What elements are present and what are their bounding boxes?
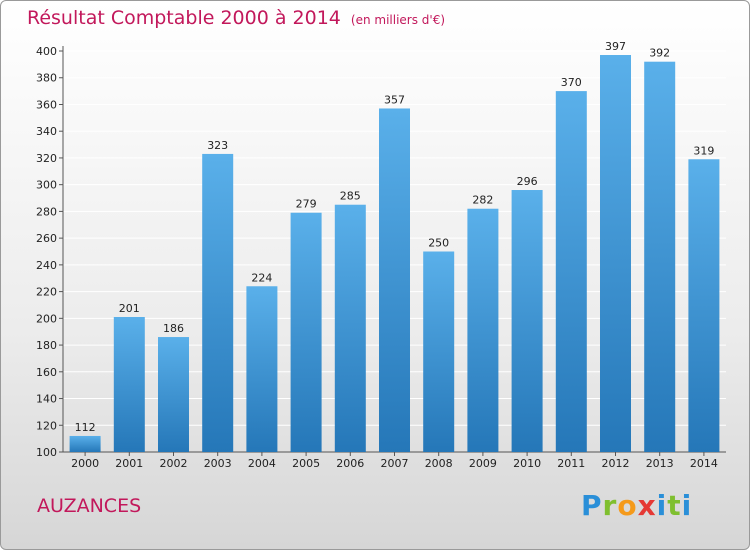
chart-title-main: Résultat Comptable 2000 à 2014 [27, 7, 341, 29]
y-tick-label: 240 [36, 259, 57, 272]
x-tick-label: 2002 [160, 457, 188, 470]
y-tick-label: 340 [36, 125, 57, 138]
y-tick-label: 100 [36, 446, 57, 459]
data-label: 282 [472, 194, 493, 207]
bar [334, 204, 366, 452]
data-label: 201 [119, 302, 140, 315]
x-tick-label: 2012 [602, 457, 630, 470]
y-tick-label: 140 [36, 393, 57, 406]
y-tick-label: 160 [36, 366, 57, 379]
data-label: 250 [428, 237, 449, 250]
data-label: 112 [75, 421, 96, 434]
bar [69, 435, 101, 452]
y-tick-label: 280 [36, 205, 57, 218]
x-tick-label: 2005 [292, 457, 320, 470]
bar [379, 108, 410, 452]
x-tick-label: 2010 [513, 457, 541, 470]
bar [290, 212, 322, 452]
x-tick-label: 2008 [425, 457, 453, 470]
data-label: 186 [163, 322, 184, 335]
y-tick-label: 200 [36, 312, 57, 325]
data-label: 323 [207, 139, 228, 152]
data-label: 357 [384, 93, 405, 106]
x-tick-label: 2000 [71, 457, 99, 470]
bar [113, 316, 145, 452]
bar [467, 208, 499, 452]
bar [202, 153, 234, 452]
x-tick-label: 2014 [690, 457, 718, 470]
x-tick-label: 2013 [646, 457, 674, 470]
x-tick-label: 2009 [469, 457, 497, 470]
bar [511, 190, 543, 452]
x-tick-label: 2001 [115, 457, 143, 470]
proxiti-logo: Proxiti [581, 489, 693, 522]
data-label: 319 [693, 144, 714, 157]
y-tick-label: 400 [36, 45, 57, 58]
x-tick-label: 2004 [248, 457, 276, 470]
data-label: 285 [340, 190, 361, 203]
x-tick-label: 2011 [557, 457, 585, 470]
city-name: AUZANCES [37, 495, 142, 517]
bar [600, 55, 631, 452]
data-label: 296 [517, 175, 538, 188]
y-tick-label: 300 [36, 179, 57, 192]
bar [423, 251, 455, 452]
y-tick-label: 360 [36, 98, 57, 111]
data-label: 279 [296, 198, 317, 211]
chart-title: Résultat Comptable 2000 à 2014 (en millie… [27, 7, 445, 35]
y-tick-label: 380 [36, 72, 57, 85]
bar [555, 91, 587, 452]
bar [246, 286, 278, 452]
x-tick-label: 2006 [336, 457, 364, 470]
y-tick-label: 180 [36, 339, 57, 352]
bar [688, 159, 720, 452]
y-tick-label: 120 [36, 419, 57, 432]
bar [158, 337, 189, 452]
data-label: 397 [605, 40, 626, 53]
x-tick-label: 2007 [381, 457, 409, 470]
x-tick-label: 2003 [204, 457, 232, 470]
data-label: 392 [649, 47, 670, 60]
y-tick-label: 220 [36, 286, 57, 299]
y-tick-label: 260 [36, 232, 57, 245]
chart-subtitle: (en milliers d'€) [350, 13, 446, 27]
data-label: 370 [561, 76, 582, 89]
y-tick-label: 320 [36, 152, 57, 165]
bar [644, 61, 676, 453]
data-label: 224 [251, 271, 272, 284]
